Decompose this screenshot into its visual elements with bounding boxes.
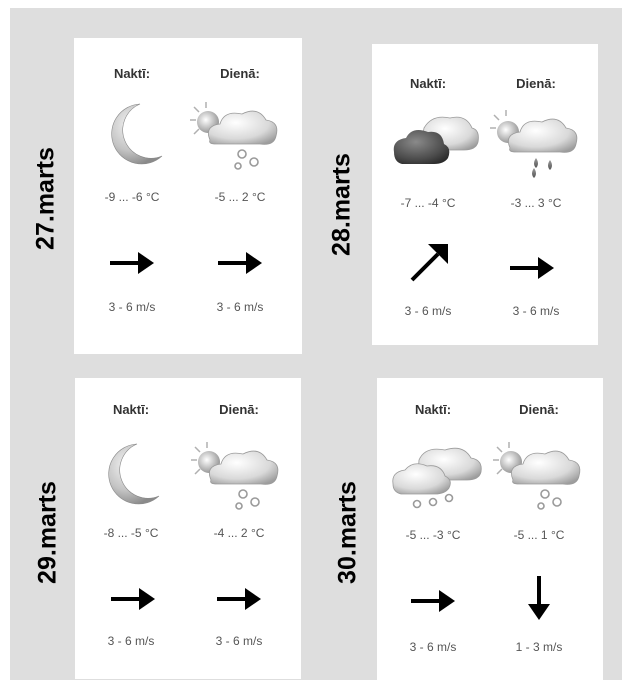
cloud-snow-icon: [392, 447, 482, 509]
east-arrow-icon: [218, 252, 262, 274]
night-temperature: -9 ... -6 °C: [104, 190, 160, 204]
east-arrow-icon: [411, 590, 455, 612]
night-temperature: -5 ... -3 °C: [405, 528, 461, 542]
moon-icon: [111, 103, 163, 165]
day-temperature: -3 ... 3 °C: [510, 196, 562, 210]
east-arrow-icon: [217, 588, 261, 610]
night-header: Naktī:: [409, 76, 447, 91]
day-header: Dienā:: [519, 402, 559, 417]
night-wind-speed: 3 - 6 m/s: [107, 634, 155, 648]
sun-cloud-snow-icon: [190, 102, 278, 170]
date-label: 28.marts: [327, 153, 356, 256]
moon-icon: [108, 443, 160, 505]
sun-cloud-snow-icon: [191, 442, 279, 510]
east-arrow-icon: [111, 588, 155, 610]
day-header: Dienā:: [219, 402, 259, 417]
day-card: Naktī: Dienā: -8 ... -5 °C -4 ... 2 °C 3…: [75, 378, 301, 679]
day-temperature: -4 ... 2 °C: [213, 526, 265, 540]
east-arrow-icon: [110, 252, 154, 274]
night-header: Naktī:: [113, 66, 151, 81]
sun-cloud-rain-icon: [490, 110, 578, 178]
day-wind-speed: 3 - 6 m/s: [215, 634, 263, 648]
day-header: Dienā:: [516, 76, 556, 91]
day-card: Naktī: Dienā: -5 ... -3 °C -5 ... 1 °C 3…: [377, 378, 603, 683]
night-header: Naktī:: [414, 402, 452, 417]
night-temperature: -7 ... -4 °C: [400, 196, 456, 210]
day-card: Naktī: Dienā: -9 ... -6 °C -5 ... 2 °C 3…: [74, 38, 302, 354]
date-label: 30.marts: [333, 481, 362, 584]
day-temperature: -5 ... 2 °C: [214, 190, 266, 204]
south-arrow-icon: [528, 576, 550, 620]
night-wind-speed: 3 - 6 m/s: [404, 304, 452, 318]
day-header: Dienā:: [220, 66, 260, 81]
northeast-arrow-icon: [410, 244, 448, 282]
day-temperature: -5 ... 1 °C: [513, 528, 565, 542]
day-wind-speed: 1 - 3 m/s: [515, 640, 563, 654]
sun-cloud-snow-icon: [493, 442, 581, 510]
date-label: 27.marts: [31, 147, 60, 250]
day-wind-speed: 3 - 6 m/s: [216, 300, 264, 314]
day-wind-speed: 3 - 6 m/s: [512, 304, 560, 318]
night-wind-speed: 3 - 6 m/s: [409, 640, 457, 654]
night-temperature: -8 ... -5 °C: [103, 526, 159, 540]
night-wind-speed: 3 - 6 m/s: [108, 300, 156, 314]
night-header: Naktī:: [112, 402, 150, 417]
dark-clouds-icon: [393, 116, 479, 164]
day-card: Naktī: Dienā: -7 ... -4 °C -3 ... 3 °C 3…: [372, 44, 598, 345]
east-arrow-icon: [510, 257, 554, 279]
date-label: 29.marts: [33, 481, 62, 584]
